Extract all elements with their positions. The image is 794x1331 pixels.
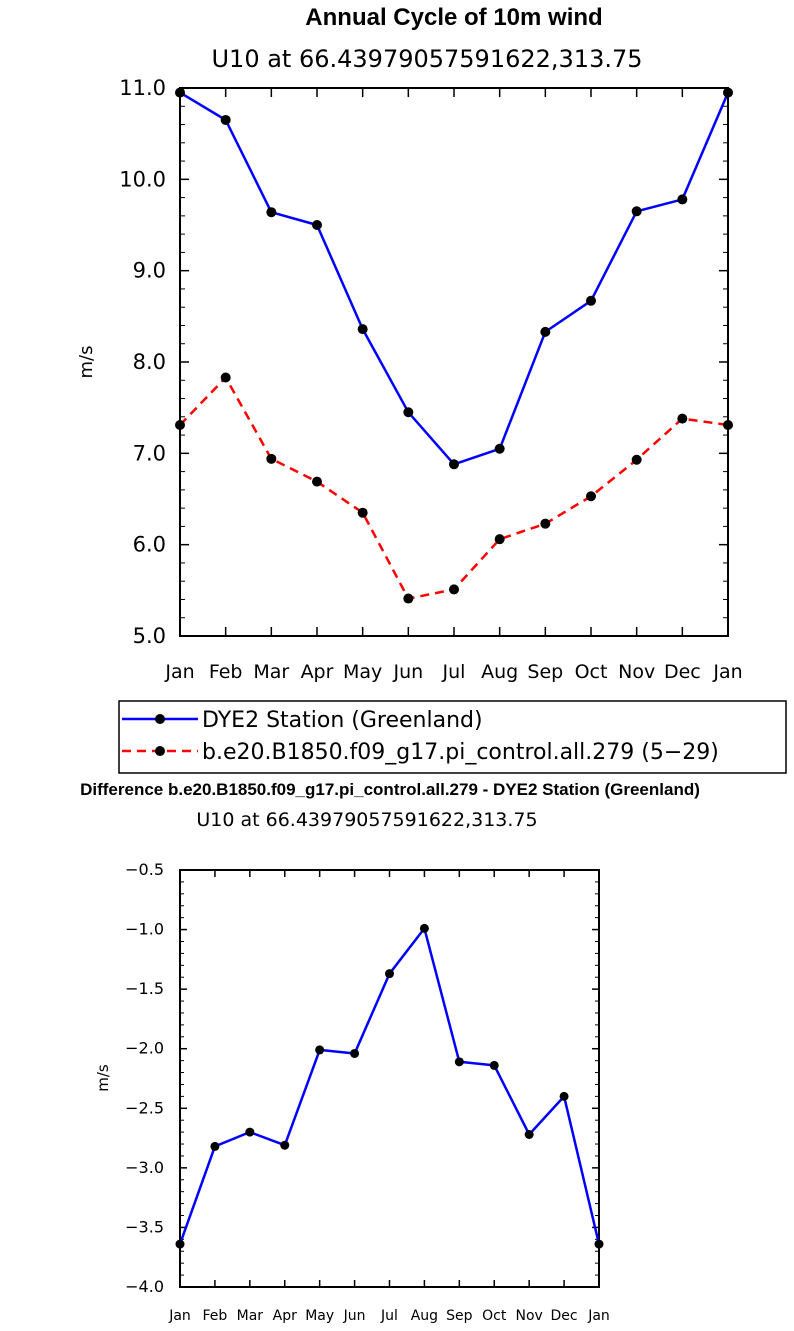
chart2-ytick-label: −4.0 xyxy=(125,1277,164,1296)
chart2-subtitle: U10 at 66.43979057591622,313.75 xyxy=(196,809,537,831)
legend-marker-series-2 xyxy=(155,746,165,756)
chart1-series-2-point xyxy=(403,593,414,604)
chart1-ytick-label: 5.0 xyxy=(133,624,166,648)
chart2-ytick-label: −3.5 xyxy=(125,1217,164,1236)
chart1-series-1-point xyxy=(631,206,642,217)
chart2-series-1-point xyxy=(454,1057,464,1067)
chart1-ytick-label: 10.0 xyxy=(119,167,166,191)
chart1-series-1-point xyxy=(220,114,231,125)
chart1-subtitle: U10 at 66.43979057591622,313.75 xyxy=(211,45,642,73)
chart2-series-1-point xyxy=(210,1141,220,1151)
chart2-series-1-point xyxy=(559,1091,569,1101)
legend-label-series-2: b.e20.B1850.f09_g17.pi_control.all.279 (… xyxy=(202,740,719,765)
chart2-series-1-point xyxy=(385,969,394,979)
chart1-xtick-label: Jun xyxy=(392,661,423,683)
chart2-ylabel: m/s xyxy=(94,1064,112,1092)
chart2-xtick-label: Feb xyxy=(203,1308,228,1324)
chart1-ytick-label: 8.0 xyxy=(133,350,166,374)
chart1-xtick-label: Apr xyxy=(301,661,334,683)
chart1-xtick-label: Jan xyxy=(712,661,742,683)
chart1-frame xyxy=(179,87,729,637)
chart1-xtick-label: Feb xyxy=(209,661,243,683)
chart2-ytick-label: −1.5 xyxy=(125,979,164,998)
chart1-series-1-point xyxy=(723,87,733,98)
chart1-series-2-line xyxy=(179,376,729,600)
chart2-xtick-label: Sep xyxy=(446,1308,473,1324)
chart1-xtick-label: Jul xyxy=(442,661,466,683)
chart1-xtick-label: Sep xyxy=(527,661,563,683)
chart2-xtick-label: Oct xyxy=(482,1308,507,1324)
chart1-ytick-label: 6.0 xyxy=(133,533,166,557)
chart2-plot: −4.0 −3.5 −3.0 −2.5 −2.0 −1.5 −1.0 −0.5 Jan Feb Ma… xyxy=(125,860,610,1324)
chart1-series-1-point xyxy=(312,220,322,230)
chart1-xtick-label: Dec xyxy=(664,661,701,683)
chart1-series-1-line xyxy=(179,91,730,466)
chart1-title: Annual Cycle of 10m wind xyxy=(305,4,602,31)
chart2-frame xyxy=(179,869,600,1288)
chart1-series-1-point xyxy=(266,207,277,218)
chart2-xtick-label: Nov xyxy=(516,1308,543,1324)
chart1-series-2-point xyxy=(631,454,642,465)
chart1-series-2-point xyxy=(494,534,505,545)
chart1-series-1-point xyxy=(357,324,368,335)
chart1-series-2-point xyxy=(677,413,688,424)
chart1-series-2-point xyxy=(723,420,733,431)
legend-marker-series-1 xyxy=(155,714,165,724)
chart2-xtick-label: Mar xyxy=(237,1308,264,1324)
chart1-ytick-label: 11.0 xyxy=(119,76,166,100)
chart2-series-1-point xyxy=(175,1239,185,1249)
chart1-series-2-point xyxy=(175,420,185,431)
chart2-series-1-point xyxy=(524,1129,534,1139)
chart1-series-2-point xyxy=(220,372,231,383)
chart1-series-1-point xyxy=(175,87,185,98)
chart1-series-2-point xyxy=(312,476,322,487)
chart1-series-2-point xyxy=(540,518,551,529)
chart1-ylabel: m/s xyxy=(76,346,97,379)
chart2-series-1-point xyxy=(315,1045,325,1055)
chart2-ytick-label: −0.5 xyxy=(125,860,164,879)
chart1-series-2-point xyxy=(357,507,368,518)
chart2-series-1-point xyxy=(350,1048,360,1058)
legend-label-series-1: DYE2 Station (Greenland) xyxy=(202,708,483,733)
chart2-xtick-label: May xyxy=(305,1308,334,1324)
chart1-series-1-point xyxy=(677,194,688,205)
chart1-series-1-point xyxy=(449,459,459,470)
chart2-xtick-label: Jan xyxy=(168,1308,191,1324)
chart2-ytick-label: −1.0 xyxy=(125,920,164,939)
chart1-xtick-label: Mar xyxy=(253,661,289,683)
chart1-plot: 5.0 6.0 7.0 8.0 9.0 10.0 11.0 Jan Feb Mar Apr May Ju… xyxy=(119,76,742,683)
legend-box xyxy=(118,700,787,774)
chart1-series-1-point xyxy=(540,326,551,337)
chart2-xtick-label: Jul xyxy=(380,1308,398,1324)
chart2-series-1-point xyxy=(489,1060,499,1070)
chart1-xtick-label: Aug xyxy=(481,661,518,683)
chart2-xtick-label: Aug xyxy=(411,1308,438,1324)
chart2-title: Difference b.e20.B1850.f09_g17.pi_contro… xyxy=(80,780,700,799)
chart1-xtick-label: Nov xyxy=(618,661,655,683)
legend: DYE2 Station (Greenland) b.e20.B1850.f09… xyxy=(118,700,787,774)
chart1-series-1-point xyxy=(494,443,505,454)
chart2-series-1-point xyxy=(245,1127,255,1137)
chart1-series-1-point xyxy=(586,295,596,306)
chart1-series-1-point xyxy=(403,407,414,418)
chart2-ytick-label: −2.0 xyxy=(125,1039,164,1058)
chart2-series-1-point xyxy=(419,923,429,933)
chart2-xtick-label: Jun xyxy=(343,1308,366,1324)
chart1-xtick-label: May xyxy=(343,661,382,683)
chart1-series-2-point xyxy=(586,491,596,502)
chart2-series-1-point xyxy=(280,1140,290,1150)
chart1-series-2-point xyxy=(449,584,459,595)
chart2-xtick-label: Dec xyxy=(551,1308,578,1324)
chart1-ytick-label: 9.0 xyxy=(133,259,166,283)
chart2-xtick-label: Apr xyxy=(273,1308,297,1324)
chart2-xtick-label: Jan xyxy=(587,1308,610,1324)
chart1-xtick-label: Jan xyxy=(164,661,194,683)
chart2-series-1-point xyxy=(594,1239,604,1249)
chart2-ytick-label: −3.0 xyxy=(125,1158,164,1177)
chart1-xtick-label: Oct xyxy=(575,661,608,683)
chart1-series-2-point xyxy=(266,453,277,464)
chart2-ytick-label: −2.5 xyxy=(125,1098,164,1117)
chart1-ytick-label: 7.0 xyxy=(133,441,166,465)
